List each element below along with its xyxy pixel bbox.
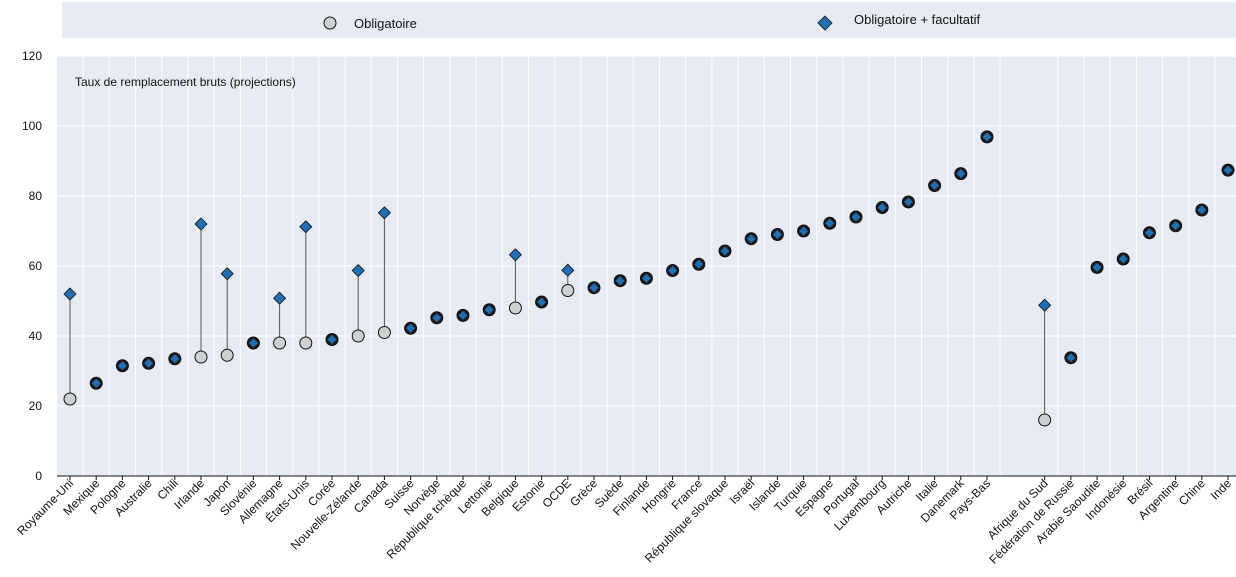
point-total	[561, 263, 575, 277]
point-total	[1171, 221, 1181, 231]
y-tick-label: 60	[29, 259, 43, 273]
point-total	[641, 273, 651, 283]
point-mandatory	[1038, 413, 1052, 427]
point-total	[1223, 165, 1233, 175]
point-total	[248, 338, 258, 348]
point-total	[327, 335, 337, 344]
point-mandatory	[194, 350, 208, 364]
point-total	[1092, 262, 1102, 272]
chart-annotation: Taux de remplacement bruts (projections)	[75, 75, 296, 89]
x-tick-label: Inde	[1208, 476, 1235, 503]
x-tick-label: OCDE	[540, 476, 574, 510]
x-tick-label: Irlande	[171, 476, 207, 512]
point-total	[63, 287, 77, 301]
connector-lines	[69, 212, 1046, 420]
point-total	[1038, 298, 1052, 312]
legend-panel	[62, 2, 1236, 38]
y-tick-label: 40	[29, 329, 43, 343]
point-total	[432, 313, 442, 323]
grid	[57, 55, 1236, 476]
point-mandatory	[351, 329, 365, 343]
point-total	[1066, 353, 1076, 363]
point-mandatory	[63, 392, 77, 406]
y-tick-label: 20	[29, 399, 43, 413]
point-total	[377, 206, 391, 220]
point-total	[746, 234, 756, 244]
point-total	[825, 218, 835, 228]
point-total	[194, 217, 208, 231]
point-total	[170, 354, 180, 364]
point-mandatory	[508, 301, 522, 315]
point-total	[772, 230, 782, 239]
legend-total-label: Obligatoire + facultatif	[854, 12, 980, 27]
point-total	[537, 297, 547, 307]
y-axis: 0 20 40 60 80 100 120	[22, 49, 42, 483]
y-tick-label: 100	[22, 119, 42, 133]
y-tick-label: 80	[29, 189, 43, 203]
point-mandatory	[561, 284, 575, 297]
point-total	[484, 305, 494, 315]
point-total	[273, 291, 287, 305]
point-total	[1144, 228, 1154, 238]
point-mandatory	[377, 326, 391, 339]
y-tick-label: 0	[35, 469, 42, 483]
point-total	[694, 259, 704, 269]
point-total	[117, 361, 127, 371]
point-mandatory	[299, 336, 313, 350]
point-total	[220, 267, 234, 281]
point-total	[668, 266, 678, 276]
point-total	[851, 212, 861, 222]
y-tick-label: 120	[22, 49, 42, 63]
point-total	[589, 283, 599, 293]
point-total	[458, 310, 468, 320]
point-total	[351, 263, 365, 278]
point-total	[406, 323, 416, 333]
point-total	[299, 220, 313, 234]
point-total	[903, 197, 913, 207]
point-mandatory	[273, 336, 287, 350]
point-total	[956, 169, 966, 179]
legend-mandatory-label: Obligatoire	[354, 16, 417, 31]
point-total	[982, 132, 992, 142]
point-total	[1197, 205, 1207, 215]
point-total	[1118, 254, 1128, 264]
point-mandatory	[220, 348, 234, 362]
x-tick-label: Chine	[1176, 476, 1208, 508]
point-total	[930, 181, 940, 190]
legend-total-marker	[817, 15, 833, 31]
point-total	[877, 203, 887, 213]
point-total	[720, 246, 730, 256]
point-total	[508, 248, 522, 262]
point-total	[615, 276, 625, 286]
point-total	[799, 226, 809, 236]
legend-mandatory-marker	[323, 16, 337, 30]
data-points	[63, 130, 1235, 427]
point-total	[91, 378, 101, 388]
point-total	[144, 358, 154, 368]
